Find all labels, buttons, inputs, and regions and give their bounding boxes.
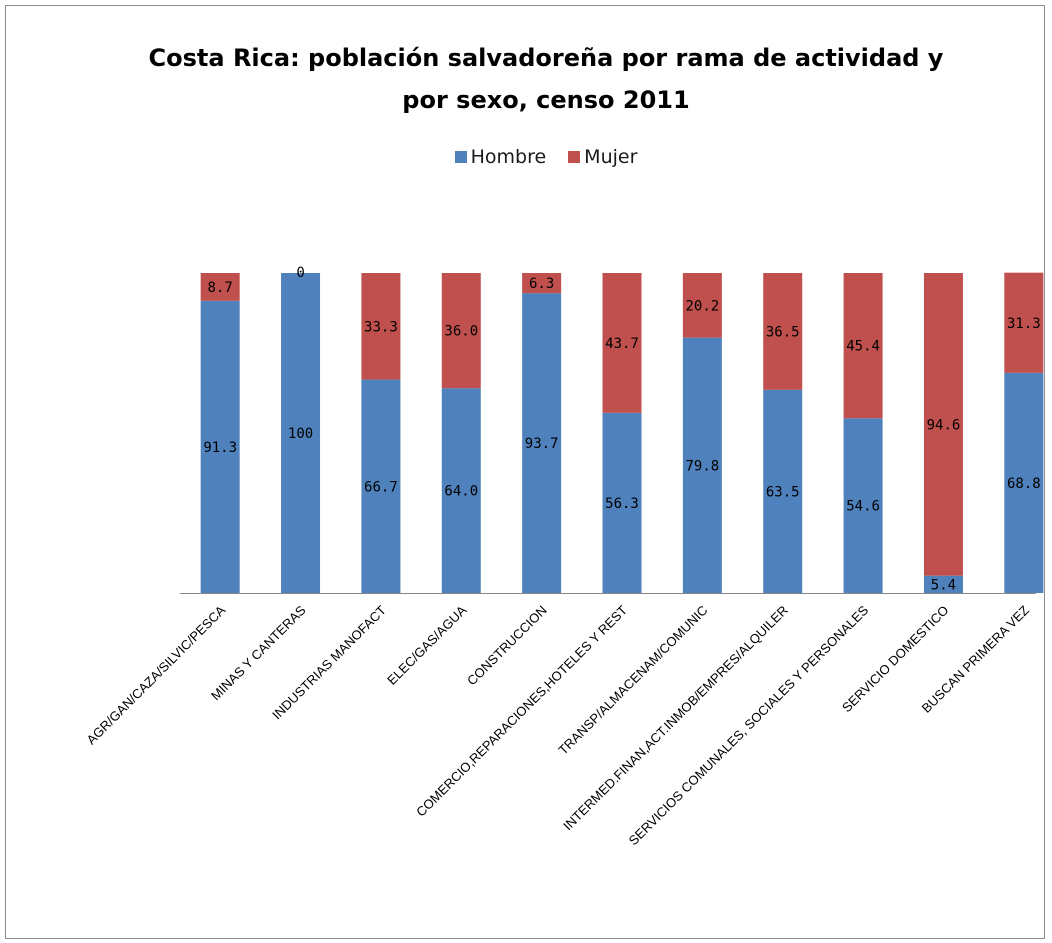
data-label-hombre-4: 93.7 bbox=[525, 436, 559, 452]
bar-hombre-7 bbox=[763, 389, 803, 593]
bar-hombre-2 bbox=[361, 379, 401, 593]
bar-mujer-4 bbox=[522, 273, 562, 294]
data-label-mujer-3: 36.0 bbox=[444, 324, 478, 340]
x-tick-label-0: AGR/GAN/CAZA/SILVIC/PESCA bbox=[84, 602, 229, 747]
bar-hombre-8 bbox=[843, 418, 883, 593]
bar-mujer-8 bbox=[843, 273, 883, 419]
bar-hombre-10 bbox=[1004, 372, 1044, 593]
data-label-hombre-10: 68.8 bbox=[1007, 476, 1041, 492]
bar-hombre-4 bbox=[522, 293, 562, 593]
data-label-mujer-4: 6.3 bbox=[529, 276, 554, 292]
bar-hombre-5 bbox=[602, 412, 642, 593]
legend-swatch-hombre bbox=[454, 151, 467, 163]
chart-title-line-1: Costa Rica: población salvadoreña por ra… bbox=[148, 44, 944, 72]
legend-item-mujer: Mujer bbox=[568, 146, 637, 168]
data-label-hombre-2: 66.7 bbox=[364, 479, 398, 495]
bar-mujer-9 bbox=[923, 273, 963, 576]
data-label-mujer-1: 0 bbox=[296, 265, 304, 281]
data-label-mujer-5: 43.7 bbox=[605, 336, 639, 352]
data-label-mujer-8: 45.4 bbox=[846, 339, 880, 355]
bar-hombre-0 bbox=[200, 300, 240, 593]
data-label-hombre-9: 5.4 bbox=[931, 577, 956, 593]
chart-frame: Costa Rica: población salvadoreña por ra… bbox=[5, 5, 1045, 939]
bar-mujer-5 bbox=[602, 273, 642, 413]
bar-hombre-1 bbox=[281, 273, 321, 593]
chart-title-line-2: por sexo, censo 2011 bbox=[402, 86, 690, 114]
data-label-mujer-10: 31.3 bbox=[1007, 316, 1041, 332]
bar-hombre-6 bbox=[682, 337, 722, 593]
legend-label-hombre: Hombre bbox=[470, 146, 547, 168]
data-label-mujer-2: 33.3 bbox=[364, 319, 398, 335]
data-label-hombre-5: 56.3 bbox=[605, 496, 639, 512]
data-label-mujer-0: 8.7 bbox=[208, 280, 233, 296]
legend-swatch-mujer bbox=[568, 151, 581, 163]
bar-mujer-10 bbox=[1004, 272, 1044, 373]
bar-mujer-2 bbox=[361, 273, 401, 380]
data-label-hombre-0: 91.3 bbox=[203, 440, 237, 456]
data-label-mujer-9: 94.6 bbox=[927, 417, 961, 433]
data-label-hombre-6: 79.8 bbox=[686, 458, 720, 474]
data-label-hombre-7: 63.5 bbox=[766, 484, 800, 500]
chart-legend: Hombre Mujer bbox=[6, 146, 1044, 168]
bar-mujer-3 bbox=[441, 273, 481, 389]
x-tick-label-3: ELEC/GAS/AGUA bbox=[384, 602, 469, 687]
x-tick-label-6: TRANSP/ALMACENAM/COMUNIC bbox=[555, 603, 710, 758]
x-tick-label-4: CONSTRUCCION bbox=[464, 603, 550, 689]
legend-item-hombre: Hombre bbox=[454, 146, 547, 168]
data-label-hombre-3: 64.0 bbox=[444, 484, 478, 500]
bar-mujer-7 bbox=[763, 273, 803, 390]
data-label-hombre-1: 100 bbox=[288, 426, 313, 442]
data-label-mujer-6: 20.2 bbox=[686, 298, 720, 314]
bar-mujer-6 bbox=[682, 273, 722, 338]
chart-plot: 91.38.7AGR/GAN/CAZA/SILVIC/PESCA1000MINA… bbox=[84, 265, 1044, 848]
data-label-hombre-8: 54.6 bbox=[846, 499, 880, 515]
bar-hombre-9 bbox=[923, 575, 963, 593]
bar-hombre-3 bbox=[441, 388, 481, 593]
legend-label-mujer: Mujer bbox=[584, 146, 638, 168]
bar-mujer-0 bbox=[200, 273, 240, 301]
data-label-mujer-7: 36.5 bbox=[766, 324, 800, 340]
